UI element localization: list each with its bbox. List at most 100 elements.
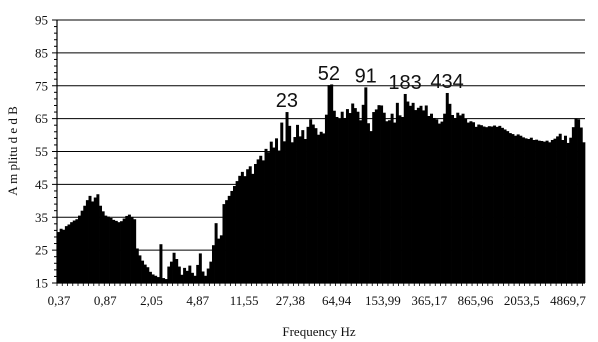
spectrum-bar [556, 136, 560, 283]
axes [52, 19, 585, 286]
spectrum-bar [112, 219, 116, 283]
spectrum-bar [398, 115, 402, 283]
spectrum-bar [99, 205, 103, 283]
spectrum-bar [135, 248, 139, 283]
spectrum-bar [579, 127, 583, 283]
spectrum-bar [190, 272, 194, 283]
spectrum-bar [319, 131, 323, 283]
spectrum-bar [240, 171, 244, 283]
spectrum-bar [545, 140, 549, 283]
spectrum-bar [498, 125, 502, 283]
spectrum-bar [330, 84, 334, 284]
x-tick-label: 865,96 [458, 293, 494, 308]
spectrum-bar [435, 119, 439, 283]
spectrum-bar [211, 245, 215, 283]
spectrum-bar [246, 169, 250, 283]
spectrum-bar [487, 126, 491, 283]
spectrum-bar [143, 264, 147, 283]
y-tick-label: 25 [35, 243, 48, 258]
spectrum-bar [395, 102, 399, 283]
x-tick-label: 4,87 [186, 293, 209, 308]
spectrum-bar [401, 116, 405, 283]
spectrum-bar [458, 115, 462, 283]
spectrum-bar [64, 226, 68, 283]
spectrum-bar [519, 135, 523, 283]
spectrum-bar [298, 136, 302, 283]
spectrum-bar [101, 211, 105, 283]
spectrum-bar [348, 113, 352, 283]
spectrum-bar [72, 220, 76, 283]
spectrum-bar [306, 126, 310, 283]
spectrum-bar [159, 244, 163, 283]
spectrum-bar [553, 138, 557, 283]
spectrum-bar [267, 152, 271, 283]
spectrum-bar [248, 166, 252, 283]
spectrum-bar [385, 121, 389, 283]
spectrum-bar [571, 127, 575, 283]
spectrum-bar [62, 229, 66, 283]
spectrum-bar [440, 121, 444, 283]
spectrum-bar [154, 275, 158, 283]
spectrum-bar [243, 176, 247, 283]
spectrum-bar [411, 102, 415, 283]
spectrum-bar [78, 215, 81, 283]
spectrum-bar [309, 119, 313, 283]
spectrum-bar [387, 120, 391, 284]
spectrum-bar [356, 111, 360, 283]
spectrum-bar [380, 105, 384, 283]
spectrum-bar [114, 220, 118, 283]
spectrum-bar [177, 266, 181, 283]
spectrum-bar [185, 270, 189, 283]
spectrum-bar [109, 217, 113, 283]
spectrum-bar [516, 134, 520, 283]
spectrum-bar [382, 112, 386, 284]
spectrum-bar [338, 118, 342, 283]
spectrum-bar [288, 125, 292, 283]
peak-annotation: 23 [276, 90, 298, 112]
spectrum-bar [432, 117, 436, 283]
y-tick-labels: 95 85 75 65 55 45 35 25 15 [35, 13, 48, 291]
spectrum-bar [198, 253, 202, 283]
spectrum-bar [57, 232, 60, 283]
spectrum-bar [537, 140, 541, 283]
peak-annotations: 23 52 91 183 434 [276, 63, 464, 112]
spectrum-bar [566, 142, 570, 283]
spectrum-bar [482, 126, 486, 284]
spectrum-bar [372, 112, 376, 283]
x-tick-label: 0,37 [48, 293, 71, 308]
spectrum-bar [495, 126, 499, 283]
peak-annotation: 52 [318, 63, 340, 85]
spectrum-bar [529, 137, 533, 283]
spectrum-bar [85, 200, 89, 283]
spectrum-bar [511, 134, 515, 283]
spectrum-bar [75, 219, 79, 283]
spectrum-bar [448, 103, 452, 283]
spectrum-bar [130, 216, 134, 283]
spectrum-bar [219, 235, 223, 283]
spectrum-bar [127, 214, 131, 283]
spectrum-bar [104, 215, 108, 283]
spectrum-bar [91, 201, 95, 283]
spectrum-bar [327, 85, 331, 283]
spectrum-bar [275, 138, 279, 283]
spectrum-bar [96, 194, 100, 283]
spectrum-bar [563, 135, 567, 283]
spectrum-bar [503, 129, 507, 283]
spectrum-bar [577, 119, 581, 283]
spectrum-bar [524, 138, 528, 283]
spectrum-bar [180, 274, 184, 283]
spectrum-bars [57, 84, 586, 284]
spectrum-bar [532, 139, 536, 283]
spectrum-bar [256, 159, 260, 283]
y-tick-label: 35 [35, 210, 48, 225]
spectrum-bar [301, 130, 305, 283]
spectrum-bar [414, 110, 418, 283]
spectrum-bar [322, 133, 326, 283]
spectrum-bar [403, 93, 407, 283]
spectrum-bar [235, 181, 239, 283]
spectrum-bar [542, 141, 546, 283]
spectrum-bar [282, 141, 286, 283]
y-tick-label: 45 [35, 177, 48, 192]
spectrum-bar [290, 142, 294, 283]
